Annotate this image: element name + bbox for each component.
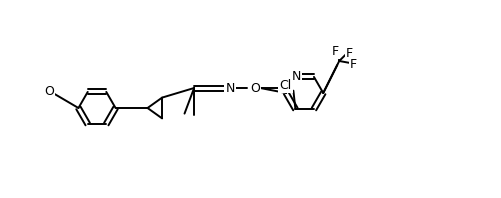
Text: N: N (291, 70, 301, 83)
Text: O: O (44, 85, 54, 97)
Text: O: O (249, 82, 260, 94)
Text: F: F (349, 57, 356, 70)
Text: F: F (331, 45, 338, 57)
Text: F: F (345, 47, 352, 60)
Text: Cl: Cl (279, 79, 291, 92)
Text: N: N (225, 82, 234, 94)
